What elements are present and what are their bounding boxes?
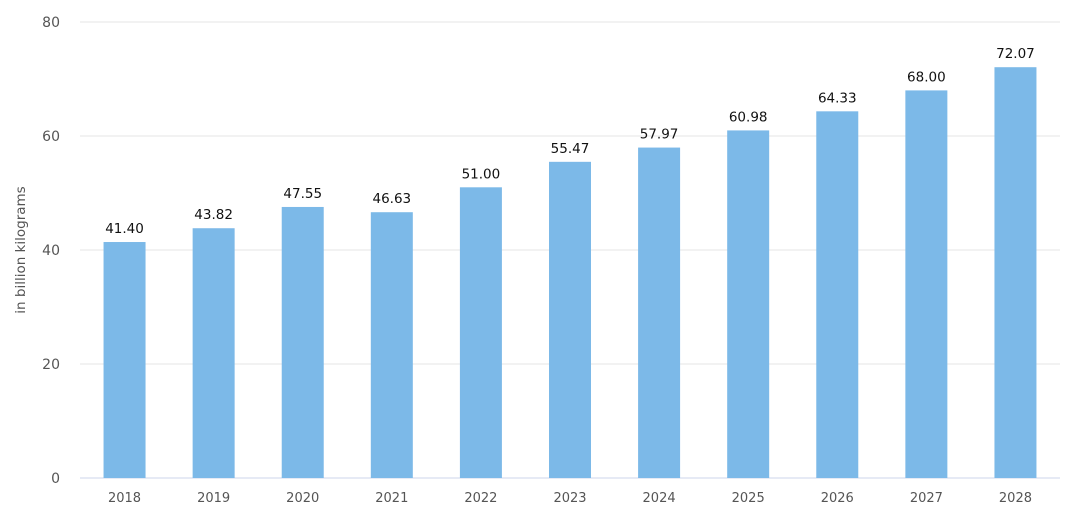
data-label: 57.97 (640, 127, 679, 143)
bar[interactable] (905, 90, 948, 479)
data-label: 47.55 (283, 186, 322, 202)
x-axis-ticks: 2018 2019 2020 2021 2022 2023 2024 2025 2026 2027… (108, 491, 1032, 506)
bars (103, 67, 1037, 479)
data-label: 55.47 (551, 141, 590, 157)
x-tick-label: 2019 (197, 491, 230, 506)
bar[interactable] (281, 206, 324, 478)
x-tick-label: 2025 (732, 491, 765, 506)
y-tick-label: 60 (42, 129, 60, 145)
bar[interactable] (459, 187, 502, 479)
y-tick-label: 80 (42, 15, 60, 31)
x-tick-label: 2023 (553, 491, 586, 506)
y-tick-label: 20 (42, 357, 60, 373)
bar[interactable] (549, 161, 591, 479)
x-tick-label: 2018 (108, 491, 141, 506)
data-label: 41.40 (105, 221, 144, 237)
x-tick-label: 2026 (821, 491, 854, 506)
y-tick-label: 0 (51, 471, 60, 487)
bar[interactable] (103, 242, 146, 478)
x-tick-label: 2028 (999, 491, 1032, 506)
data-label: 43.82 (194, 207, 233, 223)
data-label: 46.63 (372, 191, 411, 207)
bar[interactable] (994, 67, 1037, 479)
data-label: 68.00 (907, 69, 946, 85)
y-tick-label: 40 (42, 243, 60, 259)
x-tick-label: 2024 (643, 491, 676, 506)
x-tick-label: 2027 (910, 491, 943, 506)
data-label: 64.33 (818, 90, 857, 106)
x-tick-label: 2021 (375, 491, 408, 506)
bar[interactable] (727, 130, 770, 478)
bar[interactable] (192, 228, 235, 478)
x-tick-label: 2020 (286, 491, 319, 506)
y-axis-ticks: 0 20 40 60 80 (42, 15, 60, 487)
data-label: 72.07 (996, 46, 1035, 62)
data-label: 51.00 (462, 166, 501, 182)
y-axis-label: in billion kilograms (13, 186, 29, 313)
data-labels: 41.40 43.82 47.55 46.63 51.00 55.47 57.97 60.98… (105, 46, 1035, 237)
bar[interactable] (370, 212, 413, 479)
data-label: 60.98 (729, 109, 768, 125)
x-tick-label: 2022 (464, 491, 497, 506)
bar[interactable] (638, 147, 681, 479)
bar[interactable] (816, 111, 859, 478)
